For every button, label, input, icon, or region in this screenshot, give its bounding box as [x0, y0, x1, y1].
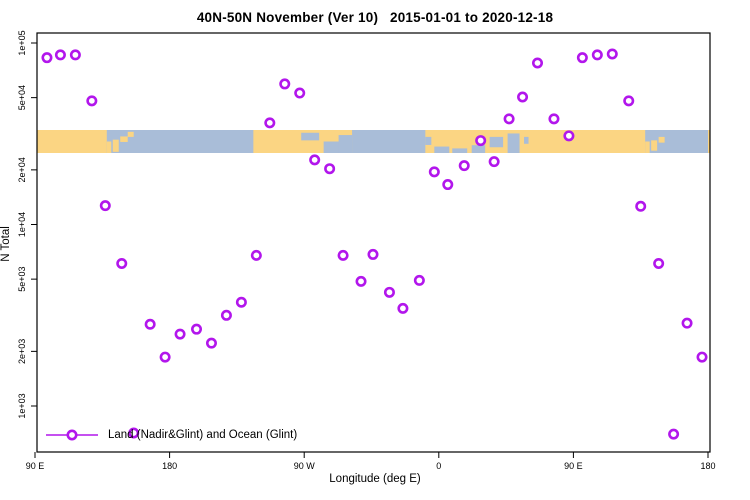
data-point-marker [653, 257, 665, 269]
map-band-ocean-patch [452, 148, 468, 153]
x-tick-label: 90 E [564, 461, 583, 471]
legend: Land (Nadir&Glint) and Ocean (Glint) [44, 428, 297, 442]
data-point-marker [548, 113, 560, 125]
y-tick-label: 5e+03 [17, 266, 27, 291]
y-tick-label: 1e+05 [17, 30, 27, 55]
data-point-marker [99, 200, 111, 212]
map-band-land-patch [106, 141, 112, 153]
plot-box [36, 32, 711, 453]
data-point-marker [413, 274, 425, 286]
map-band-land-patch [645, 141, 650, 153]
map-band-land-patch [127, 131, 134, 137]
x-tick-label: 90 E [26, 461, 45, 471]
data-point-marker [86, 95, 98, 107]
legend-marker-icon [46, 429, 98, 441]
y-tick-label: 2e+04 [17, 157, 27, 182]
data-point-marker [174, 328, 186, 340]
map-band-ocean-patch [301, 132, 320, 141]
data-point-marker [668, 428, 680, 440]
x-tick-label: 0 [436, 461, 441, 471]
x-tick-label: 90 W [294, 461, 316, 471]
data-point-marker [205, 337, 217, 349]
map-band-land-patch [120, 136, 128, 142]
data-point-marker [324, 163, 336, 175]
data-point-marker [503, 113, 515, 125]
data-point-marker [337, 249, 349, 261]
data-point-marker [696, 351, 708, 363]
data-point-marker [367, 248, 379, 260]
data-point-marker [144, 318, 156, 330]
x-tick-label: 180 [162, 461, 177, 471]
data-point-marker [428, 166, 440, 178]
data-point-marker [623, 95, 635, 107]
data-point-marker [458, 160, 470, 172]
data-point-marker [264, 117, 276, 129]
map-band-land-patch [658, 136, 665, 143]
data-point-marker [159, 351, 171, 363]
data-point-marker [606, 48, 618, 60]
data-point-marker [294, 87, 306, 99]
x-axis-label: Longitude (deg E) [329, 473, 421, 485]
data-point-marker [576, 52, 588, 64]
data-point-marker [681, 317, 693, 329]
data-point-marker [442, 179, 454, 191]
map-band-ocean-patch [489, 136, 504, 148]
y-tick-label: 2e+03 [17, 339, 27, 364]
map-band-ocean-patch [323, 141, 353, 153]
data-point-marker [69, 49, 81, 61]
data-point-marker [220, 309, 232, 321]
data-point-marker [591, 49, 603, 61]
y-tick-label: 1e+04 [17, 212, 27, 237]
data-point-marker [532, 57, 544, 69]
data-point-marker [383, 286, 395, 298]
data-point-marker [54, 49, 66, 61]
data-point-marker [250, 249, 262, 261]
legend-label: Land (Nadir&Glint) and Ocean (Glint) [108, 429, 298, 441]
data-point-marker [128, 427, 140, 439]
map-band-land-patch [651, 140, 658, 151]
y-tick-label: 1e+03 [17, 393, 27, 418]
map-band-ocean-patch [338, 135, 353, 153]
map-band-ocean-patch [471, 145, 486, 153]
data-point-marker [397, 302, 409, 314]
map-band-ocean-patch [645, 130, 708, 153]
data-point-marker [635, 200, 647, 212]
data-point-marker [191, 323, 203, 335]
chart-title: 40N-50N November (Ver 10) 2015-01-01 to … [196, 10, 554, 25]
data-point-marker [355, 275, 367, 287]
data-point-marker [309, 154, 321, 166]
map-band-land-patch [112, 139, 119, 152]
map-band-ocean-patch [425, 136, 432, 145]
data-point-marker [235, 296, 247, 308]
data-point-marker [41, 52, 53, 64]
data-point-marker [116, 257, 128, 269]
map-band-ocean-patch [352, 130, 426, 153]
data-point-marker [563, 130, 575, 142]
x-tick-label: 180 [700, 461, 715, 471]
data-point-marker [488, 156, 500, 168]
data-point-marker [517, 91, 529, 103]
map-band-ocean-patch [106, 130, 254, 153]
map-band-ocean-patch [507, 133, 520, 153]
map-band-ocean-patch [524, 136, 529, 144]
y-tick-label: 5e+04 [17, 85, 27, 110]
map-band-ocean-patch [434, 146, 450, 153]
data-point-marker [279, 78, 291, 90]
data-point-marker [475, 135, 487, 147]
